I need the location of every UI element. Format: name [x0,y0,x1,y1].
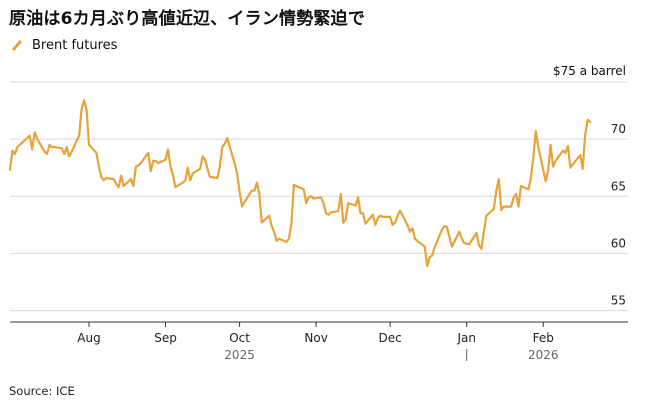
x-tick-label-dec: Dec [379,331,402,345]
year-label-2026: 2026 [528,348,559,362]
y-tick-label-60: 60 [611,236,626,250]
series-line-brent-futures [8,99,592,268]
legend-label: Brent futures [32,38,118,53]
x-tick-label-feb: Feb [533,331,554,345]
x-tick-label-sep: Sep [154,331,177,345]
x-tick-label-jan: Jan [456,331,476,345]
line-chart: $75 a barrel 55 60 65 70 Aug Sep Oct Nov Dec Jan Fe… [8,64,628,362]
y-tick-label-65: 65 [611,179,626,193]
y-tick-label-55: 55 [611,294,626,308]
y-unit-label: $75 a barrel [553,64,626,78]
legend: Brent futures [11,38,117,53]
source-note: Source: ICE [9,384,75,398]
x-tick-label-oct: Oct [229,331,250,345]
x-tick-label-nov: Nov [304,331,327,345]
year-label-2025: 2025 [224,348,255,362]
y-tick-label-70: 70 [611,122,626,136]
x-tick-label-aug: Aug [77,331,100,345]
chart-title: 原油は6カ月ぶり高値近辺、イラン情勢緊迫で [9,9,366,29]
